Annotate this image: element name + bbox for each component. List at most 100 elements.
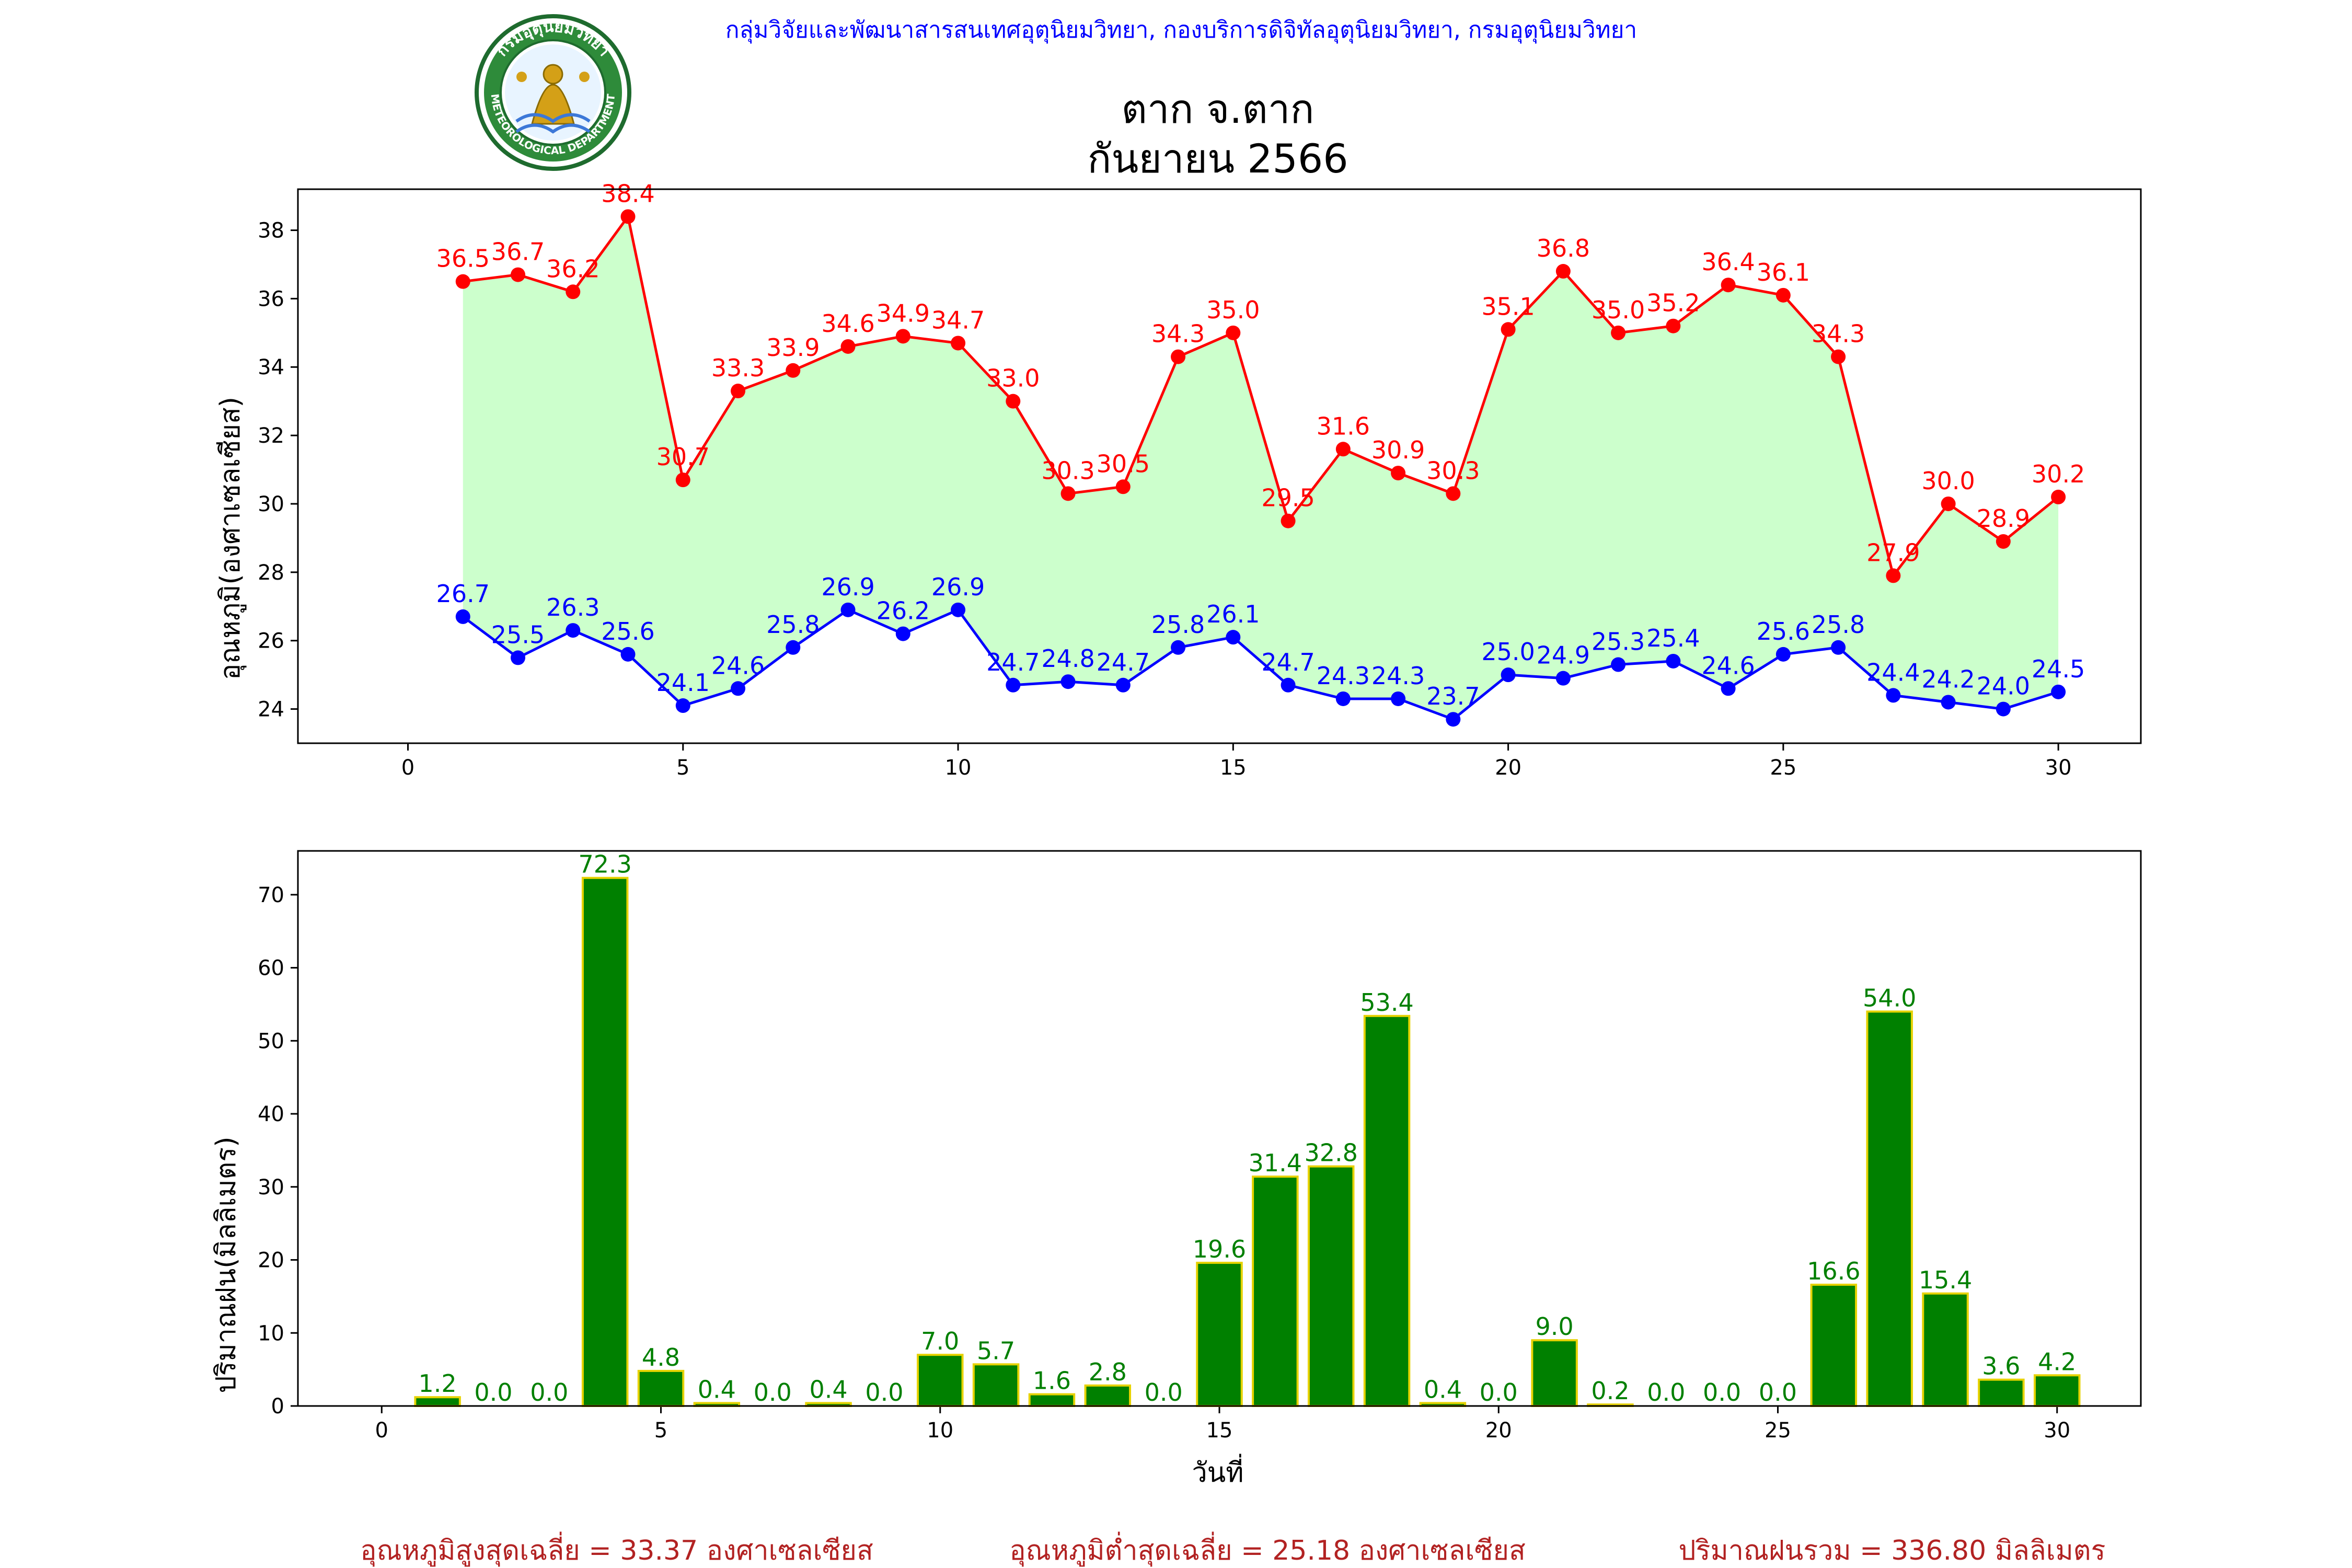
rainfall-bar: [414, 1396, 461, 1408]
min-temperature-point: [455, 609, 470, 624]
rainfall-data-label: 54.0: [1863, 984, 1916, 1012]
max-temperature-point: [1775, 287, 1791, 303]
min-temperature-point: [840, 602, 856, 617]
min-temperature-data-label: 23.7: [1426, 682, 1480, 710]
summary-avg-min-temp: อุณหภูมิต่ำสุดเฉลี่ย = 25.18 องศาเซลเซีย…: [1009, 1531, 1525, 1567]
min-temperature-data-label: 24.1: [656, 668, 710, 697]
min-temperature-data-label: 25.6: [1757, 617, 1810, 645]
max-temperature-data-label: 36.5: [436, 245, 490, 273]
rainfall-y-tick-label: 0: [271, 1394, 284, 1419]
max-temperature-data-label: 34.7: [931, 306, 985, 334]
min-temperature-point: [1115, 677, 1131, 693]
max-temperature-data-label: 34.9: [877, 299, 930, 327]
rainfall-bar: [1531, 1339, 1578, 1407]
temperature-plot-frame: [297, 188, 2142, 744]
temperature-y-tick-label: 32: [258, 424, 284, 448]
rainfall-bar: [1810, 1284, 1858, 1408]
min-temperature-data-label: 25.6: [601, 617, 654, 645]
min-temperature-point: [1775, 647, 1791, 662]
max-temperature-point: [1611, 325, 1626, 340]
rainfall-x-tick-label: 25: [1765, 1419, 1791, 1443]
min-temperature-point: [620, 647, 636, 662]
min-temperature-data-label: 24.3: [1371, 662, 1425, 690]
min-temperature-point: [1831, 640, 1846, 655]
max-temperature-data-label: 36.1: [1757, 258, 1810, 286]
max-temperature-data-label: 35.0: [1592, 296, 1645, 324]
max-temperature-data-label: 36.2: [546, 255, 599, 283]
max-temperature-point: [675, 472, 690, 488]
min-temperature-point: [1281, 677, 1296, 693]
summary-avg-max-temp: อุณหภูมิสูงสุดเฉลี่ย = 33.37 องศาเซลเซีย…: [360, 1531, 873, 1567]
meteorological-department-logo: กรมอุตุนิยมวิทยา METEOROLOGICAL DEPARTME…: [475, 14, 631, 171]
rainfall-bar: [1866, 1010, 1913, 1407]
min-temperature-data-label: 24.6: [711, 651, 765, 679]
min-temperature-point: [1611, 657, 1626, 672]
max-temperature-point: [1666, 318, 1681, 333]
min-temperature-point: [1060, 674, 1076, 689]
max-temperature-point: [455, 274, 470, 289]
rainfall-bar: [1363, 1014, 1411, 1408]
rainfall-data-label: 0.2: [1591, 1377, 1629, 1405]
max-temperature-point: [1171, 349, 1186, 364]
max-temperature-data-label: 33.3: [711, 354, 765, 382]
max-temperature-point: [1006, 394, 1021, 409]
rainfall-bar: [1084, 1384, 1132, 1408]
rainfall-data-label: 3.6: [1982, 1352, 2020, 1380]
max-temperature-line: [463, 213, 2059, 579]
rainfall-data-label: 0.0: [1759, 1378, 1797, 1406]
min-temperature-data-label: 25.3: [1592, 628, 1645, 656]
min-temperature-point: [786, 640, 801, 655]
rainfall-y-tick-label: 60: [258, 956, 284, 981]
min-temperature-data-label: 25.8: [766, 610, 820, 639]
temperature-x-tick-label: 0: [401, 756, 414, 780]
rainfall-data-label: 0.0: [1647, 1378, 1685, 1406]
rainfall-y-tick-label: 40: [258, 1102, 284, 1126]
min-temperature-data-label: 24.0: [1977, 672, 2030, 700]
rainfall-data-label: 7.0: [921, 1327, 959, 1355]
rainfall-chart: 0 5 10 15 20 25 30 0 10 20 30 40 50 60 70 1.2 0.0 0.0 72.3…: [258, 850, 2142, 1443]
max-temperature-point: [1226, 325, 1241, 340]
min-temperature-point: [1226, 630, 1241, 645]
summary-total-rain: ปริมาณฝนรวม = 336.80 มิลลิเมตร: [1679, 1535, 2106, 1566]
temperature-y-tick-label: 28: [258, 561, 284, 585]
rainfall-x-tick-label: 15: [1206, 1419, 1233, 1443]
min-temperature-point: [1171, 640, 1186, 655]
rainfall-bar: [1307, 1165, 1355, 1407]
rainfall-y-tick-label: 50: [258, 1029, 284, 1053]
rainfall-data-label: 16.6: [1807, 1257, 1860, 1285]
max-temperature-data-label: 36.7: [491, 238, 545, 266]
temperature-x-tick-label: 10: [945, 756, 972, 780]
max-temperature-data-label: 30.3: [1041, 456, 1094, 485]
min-temperature-data-label: 26.3: [546, 593, 599, 621]
max-temperature-point: [840, 339, 856, 354]
rainfall-x-tick-label: 20: [1485, 1419, 1512, 1443]
max-temperature-data-label: 38.4: [601, 179, 654, 207]
min-temperature-data-label: 26.9: [931, 573, 985, 601]
min-temperature-data-label: 24.6: [1701, 651, 1755, 679]
temperature-chart: 0 5 10 15 20 25 30 24 26 28 30 32 34 36 38 36.5 36.736.2…: [258, 179, 2142, 780]
rainfall-data-label: 15.4: [1919, 1266, 1972, 1294]
max-temperature-data-label: 29.5: [1261, 484, 1315, 512]
min-temperature-point: [566, 623, 581, 638]
max-temperature-data-label: 30.0: [1921, 467, 1975, 495]
rainfall-data-label: 0.0: [1480, 1378, 1518, 1406]
min-temperature-point: [1446, 712, 1461, 727]
min-temperature-point: [1335, 691, 1351, 706]
max-temperature-data-label: 35.1: [1481, 292, 1535, 320]
rainfall-bar: [917, 1354, 964, 1408]
temperature-y-tick-label: 30: [258, 492, 284, 516]
min-temperature-data-label: 24.7: [986, 648, 1040, 676]
min-temperature-data-label: 25.4: [1646, 624, 1700, 652]
temperature-x-tick-label: 15: [1220, 756, 1247, 780]
max-temperature-data-label: 33.9: [766, 333, 820, 362]
rainfall-x-axis-label: วันที่: [1192, 1454, 1243, 1489]
max-temperature-point: [1115, 479, 1131, 494]
rainfall-bar: [1028, 1393, 1076, 1407]
rainfall-bar: [1252, 1175, 1299, 1407]
chart-title-month: กันยายน 2566: [1087, 135, 1348, 182]
temperature-range-fill: [463, 216, 2059, 720]
min-temperature-data-label: 24.5: [2032, 655, 2085, 683]
rainfall-data-label: 32.8: [1304, 1139, 1357, 1167]
max-temperature-point: [620, 209, 636, 224]
temperature-x-tick-label: 5: [676, 756, 689, 780]
